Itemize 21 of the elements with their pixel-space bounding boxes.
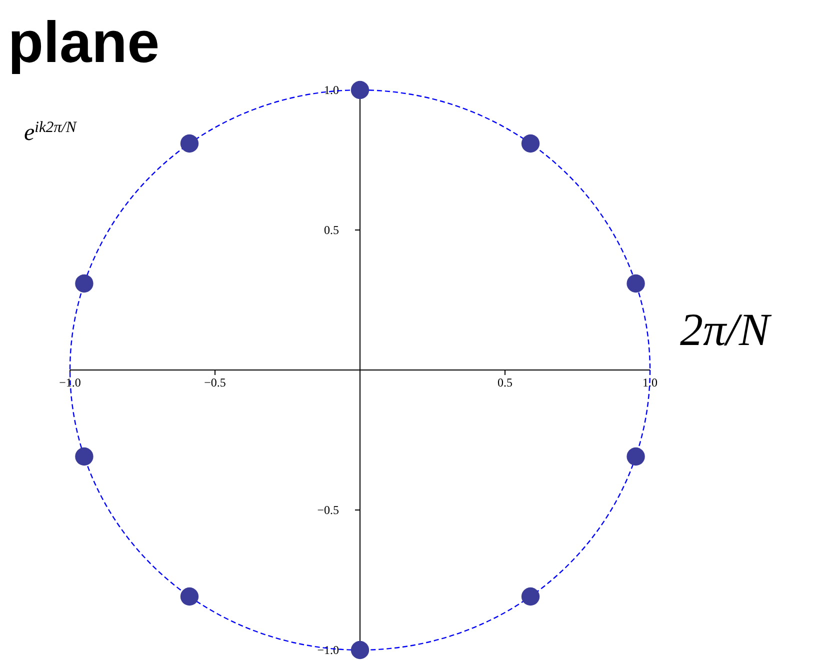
point <box>521 134 540 153</box>
point <box>521 587 540 606</box>
text: 2π/N <box>680 304 772 355</box>
x-tick-label: 1.0 <box>642 376 658 390</box>
point <box>180 134 199 153</box>
point <box>75 274 94 293</box>
point <box>626 274 645 293</box>
y-tick-label: −0.5 <box>317 502 339 517</box>
point <box>180 587 199 606</box>
point <box>350 80 370 100</box>
point <box>626 447 645 466</box>
x-tick-label: −0.5 <box>204 376 226 390</box>
point <box>350 640 370 660</box>
point <box>75 447 94 466</box>
y-tick-label: −1.0 <box>317 642 339 657</box>
x-tick-label: 0.5 <box>498 376 512 390</box>
y-tick-label: 1.0 <box>324 82 339 97</box>
x-tick-label: −1.0 <box>59 376 81 390</box>
y-tick-label: 0.5 <box>324 222 339 237</box>
chart-title: plane <box>8 10 160 75</box>
annotation: e$^{ik2π/N}$ <box>24 118 78 146</box>
